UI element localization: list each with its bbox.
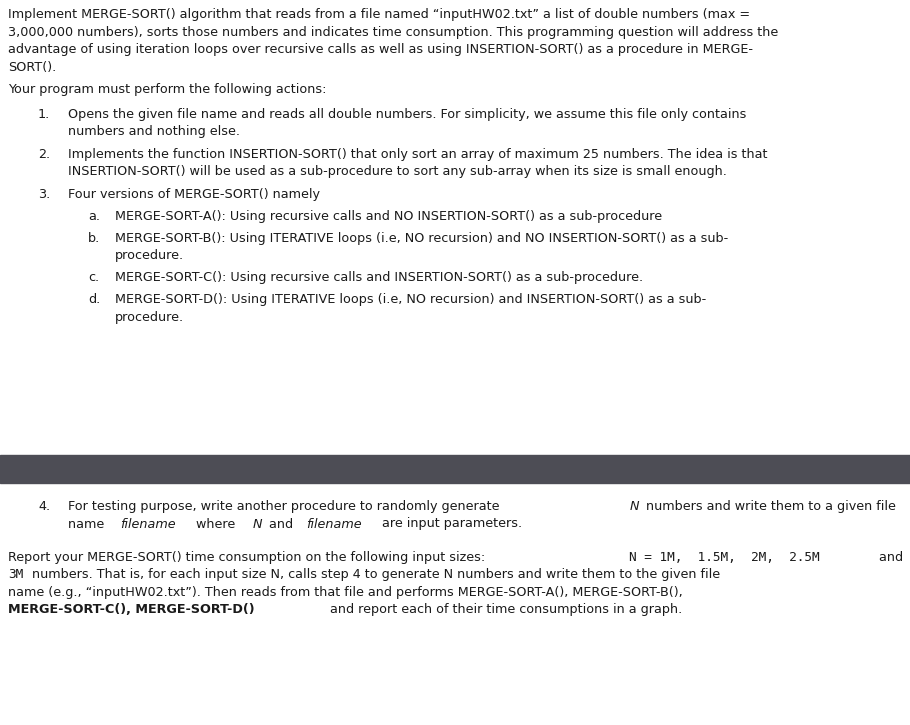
Text: where: where bbox=[192, 518, 239, 531]
Text: d.: d. bbox=[88, 293, 100, 306]
Text: 3,000,000 numbers), sorts those numbers and indicates time consumption. This pro: 3,000,000 numbers), sorts those numbers … bbox=[8, 25, 778, 38]
Text: 3M: 3M bbox=[8, 568, 24, 581]
Text: filename: filename bbox=[307, 518, 362, 531]
Text: Implements the function INSERTION-SORT() that only sort an array of maximum 25 n: Implements the function INSERTION-SORT()… bbox=[68, 148, 767, 161]
Text: Four versions of MERGE-SORT() namely: Four versions of MERGE-SORT() namely bbox=[68, 188, 320, 201]
Text: name (e.g., “inputHW02.txt”). Then reads from that file and performs MERGE-SORT-: name (e.g., “inputHW02.txt”). Then reads… bbox=[8, 586, 682, 599]
Text: MERGE-SORT-D(): Using ITERATIVE loops (i.e, NO recursion) and INSERTION-SORT() a: MERGE-SORT-D(): Using ITERATIVE loops (i… bbox=[115, 293, 706, 306]
Text: procedure.: procedure. bbox=[115, 249, 184, 262]
Text: N = 1M,  1.5M,  2M,  2.5M: N = 1M, 1.5M, 2M, 2.5M bbox=[629, 551, 820, 564]
Text: SORT().: SORT(). bbox=[8, 60, 56, 73]
Text: Report your MERGE-SORT() time consumption on the following input sizes:: Report your MERGE-SORT() time consumptio… bbox=[8, 551, 490, 564]
Text: and: and bbox=[875, 551, 903, 564]
Text: 3.: 3. bbox=[38, 188, 50, 201]
Text: MERGE-SORT-B(): Using ITERATIVE loops (i.e, NO recursion) and NO INSERTION-SORT(: MERGE-SORT-B(): Using ITERATIVE loops (i… bbox=[115, 232, 728, 245]
Text: name: name bbox=[68, 518, 108, 531]
Bar bbox=[0, 455, 910, 483]
Text: b.: b. bbox=[88, 232, 100, 245]
Text: numbers and nothing else.: numbers and nothing else. bbox=[68, 125, 240, 138]
Text: filename: filename bbox=[120, 518, 176, 531]
Text: numbers. That is, for each input size N, calls step 4 to generate N numbers and : numbers. That is, for each input size N,… bbox=[27, 568, 720, 581]
Text: For testing purpose, write another procedure to randomly generate: For testing purpose, write another proce… bbox=[68, 500, 503, 513]
Text: procedure.: procedure. bbox=[115, 310, 184, 323]
Text: 4.: 4. bbox=[38, 500, 50, 513]
Text: Implement MERGE-SORT() algorithm that reads from a file named “inputHW02.txt” a : Implement MERGE-SORT() algorithm that re… bbox=[8, 8, 750, 21]
Text: INSERTION-SORT() will be used as a sub-procedure to sort any sub-array when its : INSERTION-SORT() will be used as a sub-p… bbox=[68, 165, 727, 178]
Text: N: N bbox=[630, 500, 640, 513]
Text: MERGE-SORT-C(): Using recursive calls and INSERTION-SORT() as a sub-procedure.: MERGE-SORT-C(): Using recursive calls an… bbox=[115, 271, 643, 284]
Text: 1.: 1. bbox=[38, 107, 50, 120]
Text: 2.: 2. bbox=[38, 148, 50, 161]
Text: Your program must perform the following actions:: Your program must perform the following … bbox=[8, 83, 327, 96]
Text: Opens the given file name and reads all double numbers. For simplicity, we assum: Opens the given file name and reads all … bbox=[68, 107, 746, 120]
Text: c.: c. bbox=[88, 271, 99, 284]
Text: advantage of using iteration loops over recursive calls as well as using INSERTI: advantage of using iteration loops over … bbox=[8, 43, 753, 56]
Text: and report each of their time consumptions in a graph.: and report each of their time consumptio… bbox=[326, 603, 682, 616]
Text: a.: a. bbox=[88, 210, 100, 223]
Text: are input parameters.: are input parameters. bbox=[379, 518, 522, 531]
Text: MERGE-SORT-A(): Using recursive calls and NO INSERTION-SORT() as a sub-procedure: MERGE-SORT-A(): Using recursive calls an… bbox=[115, 210, 662, 223]
Text: N: N bbox=[253, 518, 262, 531]
Text: numbers and write them to a given file: numbers and write them to a given file bbox=[642, 500, 896, 513]
Text: and: and bbox=[265, 518, 297, 531]
Text: MERGE-SORT-C(), MERGE-SORT-D(): MERGE-SORT-C(), MERGE-SORT-D() bbox=[8, 603, 255, 616]
